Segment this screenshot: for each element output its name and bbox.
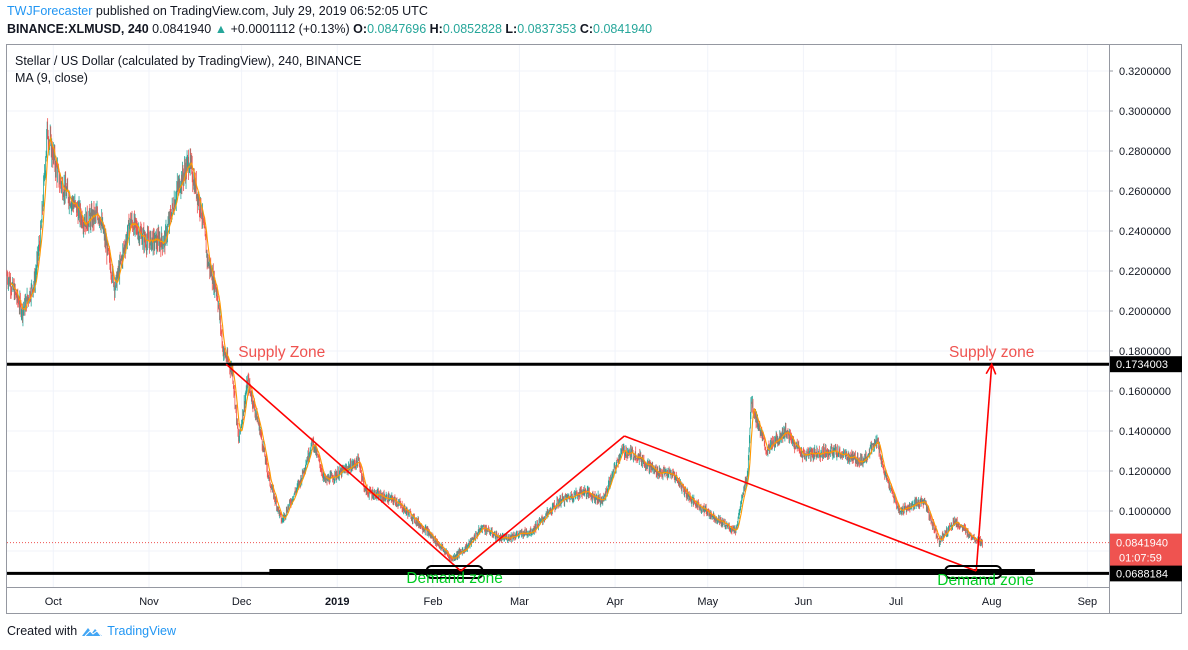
level-price-label: 0.0688184 bbox=[1116, 568, 1168, 580]
price-tick-label: 0.2600000 bbox=[1119, 186, 1171, 198]
footer: Created with TradingView bbox=[7, 624, 176, 638]
price-tick-label: 0.1800000 bbox=[1119, 346, 1171, 358]
price-levels bbox=[7, 362, 1109, 575]
arrow-head-icon bbox=[985, 362, 997, 375]
time-tick-label: Apr bbox=[607, 596, 624, 608]
demand-zone-label: Demand zone bbox=[406, 570, 503, 587]
axis-price-labels: 0.1734003 0.0688184 0.0841940 01:07:59 bbox=[1110, 356, 1182, 582]
time-tick-label: Feb bbox=[423, 596, 442, 608]
price-tick-label: 0.3200000 bbox=[1119, 66, 1171, 78]
low-label: L: bbox=[505, 22, 518, 36]
time-axis[interactable]: Oct Nov Dec 2019 Feb Mar Apr May Jun Jul Aug Sep bbox=[45, 596, 1097, 608]
zone-marker-box bbox=[944, 565, 1003, 579]
close-value: 0.0841940 bbox=[593, 22, 653, 36]
demand-zone-label: Demand zone bbox=[937, 572, 1034, 589]
trend-line bbox=[460, 435, 625, 572]
zone-marker-box bbox=[425, 565, 484, 579]
price-tick-label: 0.1000000 bbox=[1119, 506, 1171, 518]
high-label: H: bbox=[429, 22, 443, 36]
tradingview-logo-icon bbox=[82, 628, 103, 637]
time-tick-label: Dec bbox=[232, 596, 252, 608]
annotation-drawings: Supply Zone Supply zone Demand zone Demand … bbox=[225, 344, 1034, 589]
trend-line bbox=[225, 363, 462, 572]
time-tick-label: Oct bbox=[45, 596, 62, 608]
time-tick-label: Nov bbox=[139, 596, 159, 608]
time-tick-label: Mar bbox=[510, 596, 529, 608]
change-up-icon: ▲ bbox=[214, 22, 228, 36]
price-tick-label: 0.2800000 bbox=[1119, 146, 1171, 158]
level-price-tag bbox=[1110, 565, 1182, 582]
current-price-tag bbox=[1110, 533, 1182, 566]
price-tick-label: 0.1400000 bbox=[1119, 426, 1171, 438]
price-tick-label: 0.2400000 bbox=[1119, 226, 1171, 238]
price-tick-label: 0.2000000 bbox=[1119, 306, 1171, 318]
moving-average-series bbox=[10, 135, 983, 559]
created-with-text: Created with bbox=[7, 624, 78, 638]
time-tick-label: Aug bbox=[982, 596, 1002, 608]
last-price: 0.0841940 bbox=[152, 22, 212, 36]
moving-average-line bbox=[10, 135, 983, 559]
level-price-label: 0.1734003 bbox=[1116, 359, 1168, 371]
time-tick-label: Jun bbox=[795, 596, 813, 608]
symbol-label: BINANCE:XLMUSD, 240 bbox=[7, 22, 149, 36]
legend-indicator: MA (9, close) bbox=[15, 71, 88, 85]
current-price-label: 0.0841940 bbox=[1116, 538, 1168, 550]
low-value: 0.0837353 bbox=[517, 22, 577, 36]
change-value: +0.0001112 (+0.13%) bbox=[230, 22, 350, 36]
bar-countdown-label: 01:07:59 bbox=[1119, 553, 1162, 565]
ohlc-header: BINANCE:XLMUSD, 240 0.0841940 ▲ +0.00011… bbox=[7, 22, 652, 36]
published-text: published on TradingView.com, July 29, 2… bbox=[95, 4, 428, 18]
price-tick-label: 0.1600000 bbox=[1119, 386, 1171, 398]
chart-pane-border bbox=[6, 44, 1182, 614]
author-link[interactable]: TWJForecaster bbox=[7, 4, 93, 18]
tradingview-brand[interactable]: TradingView bbox=[107, 624, 176, 638]
high-value: 0.0852828 bbox=[442, 22, 502, 36]
publish-header: TWJForecaster published on TradingView.c… bbox=[7, 4, 428, 18]
time-tick-label: Sep bbox=[1078, 596, 1098, 608]
time-tick-label: 2019 bbox=[325, 596, 349, 608]
supply-zone-label: Supply zone bbox=[949, 344, 1034, 361]
price-tick-label: 0.2200000 bbox=[1119, 266, 1171, 278]
trend-line bbox=[975, 364, 993, 572]
close-label: C: bbox=[579, 22, 594, 36]
price-tick-label: 0.1200000 bbox=[1119, 466, 1171, 478]
open-value: 0.0847696 bbox=[367, 22, 427, 36]
legend-title: Stellar / US Dollar (calculated by Tradi… bbox=[15, 54, 361, 68]
trend-line bbox=[624, 435, 977, 572]
time-tick-label: Jul bbox=[889, 596, 903, 608]
time-tick-label: May bbox=[697, 596, 718, 608]
supply-zone-label: Supply Zone bbox=[238, 344, 325, 361]
open-label: O: bbox=[353, 22, 368, 36]
level-price-tag bbox=[1110, 356, 1182, 373]
price-tick-label: 0.3000000 bbox=[1119, 106, 1171, 118]
